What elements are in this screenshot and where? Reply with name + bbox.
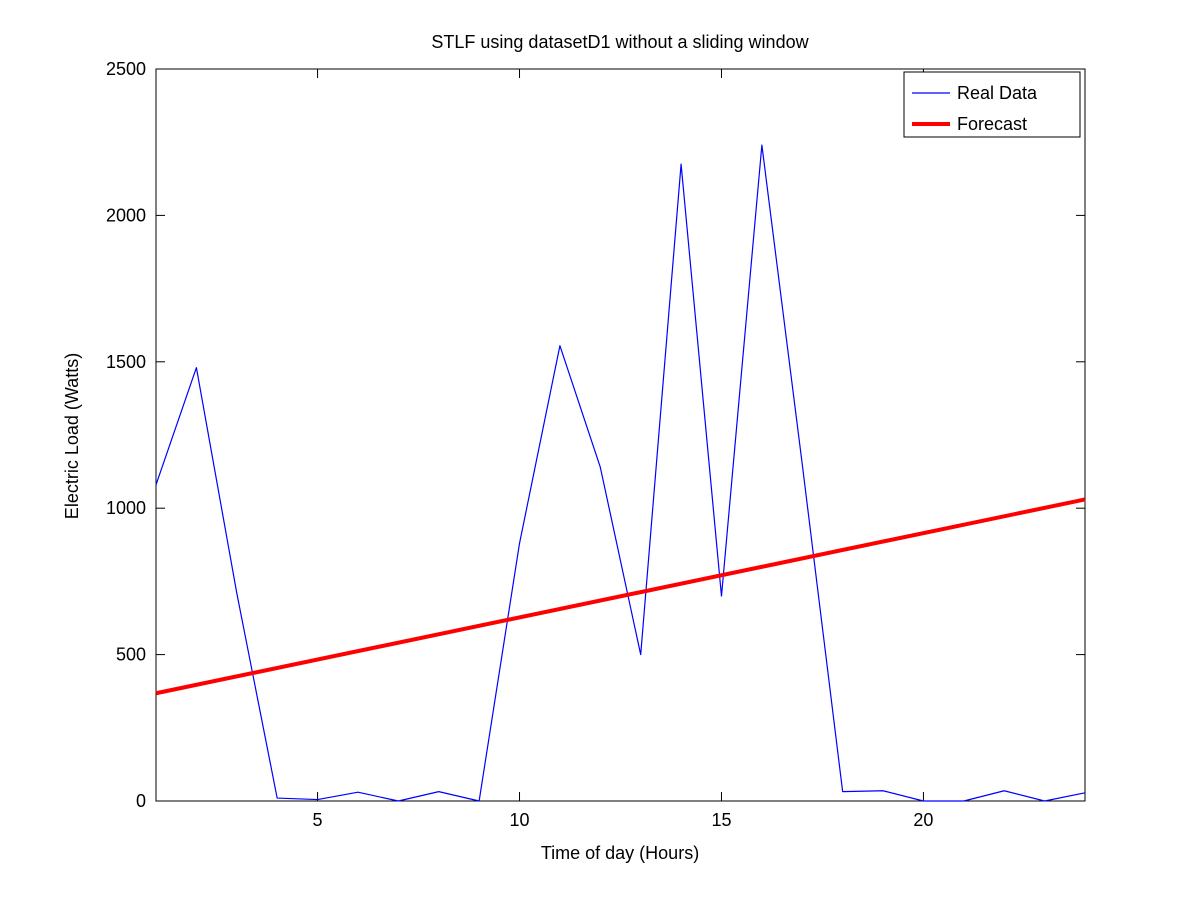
plot-frame xyxy=(155,68,1086,802)
y-tick-label: 2500 xyxy=(106,59,146,79)
series xyxy=(155,144,1086,802)
y-tick-label: 1500 xyxy=(106,352,146,372)
x-axis-label: Time of day (Hours) xyxy=(541,843,699,863)
chart-title: STLF using datasetD1 without a sliding w… xyxy=(431,32,809,52)
y-axis-label: Electric Load (Watts) xyxy=(62,353,82,519)
y-tick-label: 1000 xyxy=(106,498,146,518)
y-tick-label: 500 xyxy=(116,645,146,665)
x-tick-label: 15 xyxy=(711,810,731,830)
legend-box xyxy=(903,71,1081,138)
legend-label: Real Data xyxy=(957,83,1038,103)
ticks: 5 10 15 20 0 500 1000 1500 2000 2500 xyxy=(106,59,1085,830)
x-tick-label: 5 xyxy=(313,810,323,830)
x-tick-label: 20 xyxy=(913,810,933,830)
legend-label: Forecast xyxy=(957,114,1027,134)
x-tick-label: 10 xyxy=(510,810,530,830)
series-line-real-data xyxy=(155,144,1086,802)
legend: Real Data Forecast xyxy=(903,71,1081,138)
plot-area: 5 10 15 20 0 500 1000 1500 2000 2500 Real Data For… xyxy=(106,59,1086,830)
series-line-forecast xyxy=(155,497,1086,696)
y-tick-label: 2000 xyxy=(106,205,146,225)
y-tick-label: 0 xyxy=(136,791,146,811)
